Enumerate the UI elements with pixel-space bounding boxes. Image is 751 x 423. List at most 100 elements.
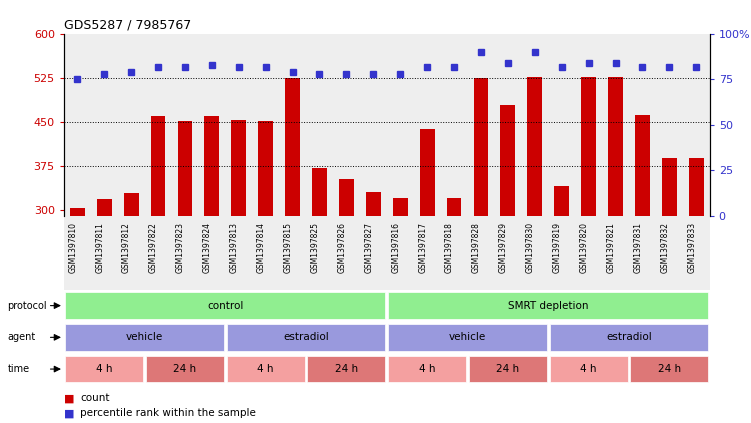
Bar [441, 216, 467, 290]
Bar [285, 78, 300, 216]
Bar [366, 192, 381, 216]
Bar [252, 34, 279, 216]
Bar [171, 216, 198, 290]
Bar [65, 356, 143, 382]
Text: vehicle: vehicle [126, 332, 163, 342]
Bar [146, 356, 224, 382]
Bar [469, 356, 547, 382]
Text: 4 h: 4 h [419, 364, 436, 374]
Text: GSM1397814: GSM1397814 [257, 222, 266, 273]
Text: GSM1397824: GSM1397824 [203, 222, 212, 273]
Bar [629, 34, 656, 216]
Bar [312, 168, 327, 216]
Text: protocol: protocol [8, 301, 47, 310]
Bar [64, 216, 91, 290]
Bar [225, 216, 252, 290]
Bar [393, 198, 408, 216]
Bar [602, 216, 629, 290]
Text: percentile rank within the sample: percentile rank within the sample [80, 409, 256, 418]
Text: ■: ■ [64, 409, 74, 418]
Bar [387, 34, 414, 216]
Bar [474, 78, 488, 216]
Bar [388, 356, 466, 382]
Bar [198, 216, 225, 290]
Bar [602, 34, 629, 216]
Bar [91, 34, 118, 216]
Bar [689, 158, 704, 216]
Bar [231, 120, 246, 216]
Bar [494, 216, 521, 290]
Bar [550, 356, 628, 382]
Bar [387, 216, 414, 290]
Text: vehicle: vehicle [449, 332, 486, 342]
Bar [118, 216, 144, 290]
Bar [527, 77, 542, 216]
Bar [227, 356, 305, 382]
Bar [91, 216, 118, 290]
Bar [635, 115, 650, 216]
Text: 4 h: 4 h [258, 364, 274, 374]
Text: 24 h: 24 h [173, 364, 197, 374]
Bar [548, 216, 575, 290]
Bar [252, 216, 279, 290]
Bar [420, 129, 435, 216]
Text: 4 h: 4 h [581, 364, 597, 374]
Text: count: count [80, 393, 110, 403]
Text: GSM1397820: GSM1397820 [580, 222, 589, 273]
Bar [500, 105, 515, 216]
Text: GSM1397825: GSM1397825 [310, 222, 319, 273]
Bar [554, 187, 569, 216]
Text: agent: agent [8, 332, 36, 342]
Bar [144, 34, 171, 216]
Text: GSM1397827: GSM1397827 [364, 222, 373, 273]
Text: GSM1397830: GSM1397830 [526, 222, 535, 273]
Bar [65, 324, 224, 351]
Bar [307, 356, 385, 382]
Bar [70, 208, 85, 216]
Bar [258, 121, 273, 216]
Bar [608, 77, 623, 216]
Bar [581, 77, 596, 216]
Text: GSM1397831: GSM1397831 [633, 222, 642, 273]
Bar [447, 198, 461, 216]
Text: GSM1397829: GSM1397829 [499, 222, 508, 273]
Bar [306, 216, 333, 290]
Bar [97, 199, 112, 216]
Bar [494, 34, 521, 216]
Text: estradiol: estradiol [283, 332, 329, 342]
Bar [550, 324, 708, 351]
Bar [360, 34, 387, 216]
Bar [339, 179, 354, 216]
Text: time: time [8, 364, 29, 374]
Text: GSM1397819: GSM1397819 [553, 222, 562, 273]
Bar [662, 158, 677, 216]
Bar [144, 216, 171, 290]
Bar [198, 34, 225, 216]
Text: 4 h: 4 h [96, 364, 113, 374]
Text: GSM1397828: GSM1397828 [472, 222, 481, 272]
Bar [118, 34, 144, 216]
Bar [360, 216, 387, 290]
Bar [467, 34, 494, 216]
Bar [64, 34, 91, 216]
Bar [414, 34, 441, 216]
Text: GSM1397833: GSM1397833 [687, 222, 696, 273]
Bar [467, 216, 494, 290]
Text: estradiol: estradiol [606, 332, 652, 342]
Bar [656, 216, 683, 290]
Bar [65, 292, 385, 319]
Text: GSM1397815: GSM1397815 [284, 222, 293, 273]
Text: GSM1397822: GSM1397822 [149, 222, 158, 272]
Bar [124, 193, 138, 216]
Text: control: control [207, 301, 243, 310]
Bar [441, 34, 467, 216]
Bar [227, 324, 385, 351]
Text: GSM1397813: GSM1397813 [230, 222, 239, 273]
Text: GSM1397816: GSM1397816 [391, 222, 400, 273]
Bar [683, 34, 710, 216]
Text: 24 h: 24 h [335, 364, 358, 374]
Text: GSM1397812: GSM1397812 [122, 222, 131, 272]
Bar [630, 356, 708, 382]
Bar [306, 34, 333, 216]
Text: GSM1397821: GSM1397821 [607, 222, 616, 272]
